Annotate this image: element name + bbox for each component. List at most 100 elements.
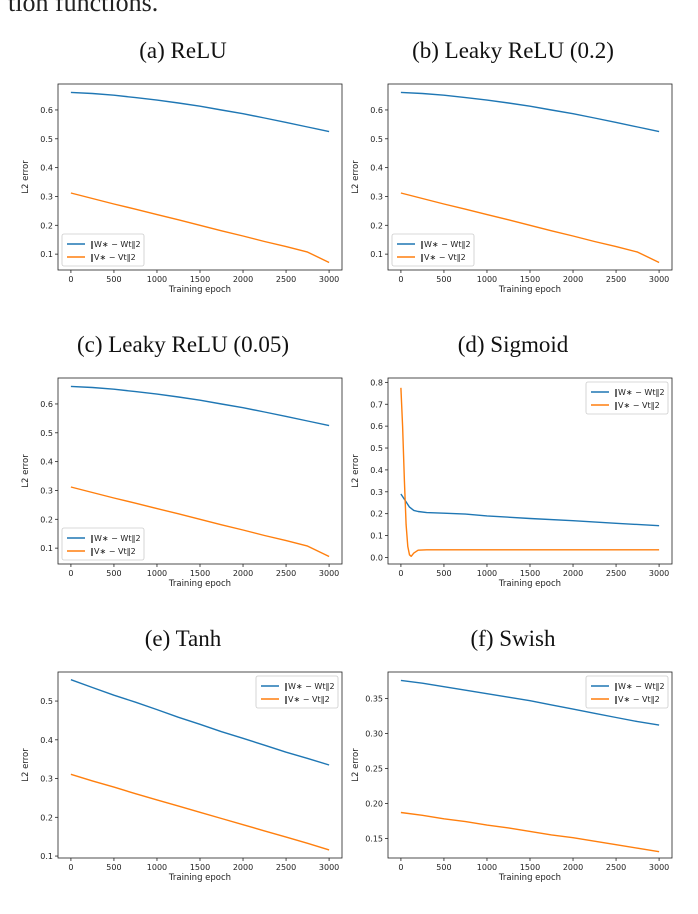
- legend-label-v: ‖V∗ − Vt‖2: [614, 695, 660, 704]
- series-line-v: [70, 773, 330, 851]
- y-tick-label-0-20: 0.20: [365, 799, 383, 808]
- y-tick-label-0-3: 0.3: [40, 775, 53, 784]
- chart-leaky-relu-02: 0 500 1000 1500 2000 2500 3000 0.1 0.2 0.3 0.4 0.5 0…: [351, 83, 673, 295]
- y-tick-label-0-2: 0.2: [40, 813, 53, 822]
- y-tick-label-0-2: 0.2: [40, 515, 53, 524]
- y-tick-label-0-4: 0.4: [370, 164, 383, 173]
- y-tick-label-0-3: 0.3: [40, 192, 53, 201]
- panel-title: (d) Sigmoid: [457, 332, 569, 357]
- x-tick-label-1500: 1500: [520, 275, 540, 284]
- y-tick-label-0-8: 0.8: [370, 378, 383, 387]
- chart-sigmoid: 0 500 1000 1500 2000 2500 3000 0.0 0.1 0.2 0.3 0.4 0…: [351, 377, 673, 589]
- legend-box: [585, 675, 669, 709]
- y-tick-label-0-4: 0.4: [40, 458, 53, 467]
- legend-box: [255, 675, 339, 709]
- x-axis-label: Training epoch: [498, 285, 561, 295]
- y-tick-label-0-6: 0.6: [370, 106, 383, 115]
- x-tick-label-3000: 3000: [649, 569, 669, 578]
- legend-box: [61, 527, 145, 561]
- x-tick-label-1000: 1000: [147, 863, 167, 872]
- legend-label-v: ‖V∗ − Vt‖2: [420, 253, 466, 262]
- series-line-w: [400, 679, 660, 726]
- y-tick-label-0-5: 0.5: [370, 444, 383, 453]
- x-tick-label-1500: 1500: [520, 863, 540, 872]
- y-tick-label-0-5: 0.5: [370, 135, 383, 144]
- x-axis-label: Training epoch: [498, 579, 561, 589]
- x-tick-label-0: 0: [68, 569, 73, 578]
- x-tick-label-2500: 2500: [276, 275, 296, 284]
- x-tick-label-1500: 1500: [520, 569, 540, 578]
- x-tick-label-3000: 3000: [319, 863, 339, 872]
- legend-label-v: ‖V∗ − Vt‖2: [90, 253, 136, 262]
- panel-title: (f) Swish: [470, 626, 556, 651]
- series-line-w: [70, 385, 330, 427]
- y-tick-label-0-2: 0.2: [370, 510, 383, 519]
- y-axis-label: L2 error: [21, 748, 31, 782]
- x-tick-label-2000: 2000: [233, 569, 253, 578]
- x-axis-label: Training epoch: [168, 285, 231, 295]
- x-tick-label-3000: 3000: [649, 863, 669, 872]
- series-line-v: [70, 192, 330, 264]
- y-tick-label-0-6: 0.6: [370, 422, 383, 431]
- panel-title: (c) Leaky ReLU (0.05): [76, 332, 290, 357]
- legend-box: [61, 233, 145, 267]
- y-axis-label: L2 error: [21, 160, 31, 194]
- x-tick-label-500: 500: [106, 275, 121, 284]
- x-tick-label-500: 500: [106, 569, 121, 578]
- y-tick-label-0-4: 0.4: [40, 164, 53, 173]
- x-tick-label-0: 0: [68, 863, 73, 872]
- series-line-w: [70, 91, 330, 133]
- x-tick-label-1000: 1000: [147, 275, 167, 284]
- y-tick-label-0-3: 0.3: [40, 486, 53, 495]
- x-tick-label-1500: 1500: [190, 275, 210, 284]
- x-tick-label-3000: 3000: [649, 275, 669, 284]
- y-tick-label-0-30: 0.30: [365, 730, 383, 739]
- panel-leaky-relu-005: (c) Leaky ReLU (0.05) 0 500 1000 1500 2000 25…: [18, 332, 348, 594]
- panel-relu: (a) ReLU 0 500 1000 1500 2000 2500 3000 0.1 0.2 0…: [18, 38, 348, 300]
- intro-text: tion functions.: [8, 0, 159, 17]
- x-tick-label-3000: 3000: [319, 569, 339, 578]
- y-tick-label-0-4: 0.4: [40, 736, 53, 745]
- x-tick-label-500: 500: [106, 863, 121, 872]
- legend-label-w: ‖W∗ − Wt‖2: [420, 240, 471, 249]
- panel-title: (b) Leaky ReLU (0.2): [412, 38, 614, 63]
- x-tick-label-2000: 2000: [563, 863, 583, 872]
- y-axis-label: L2 error: [351, 748, 361, 782]
- x-tick-label-2500: 2500: [606, 275, 626, 284]
- legend-label-w: ‖W∗ − Wt‖2: [614, 388, 665, 397]
- x-tick-label-2000: 2000: [563, 275, 583, 284]
- panel-sigmoid: (d) Sigmoid 0 500 1000 1500 2000 2500 3000 0.0 0…: [348, 332, 678, 594]
- legend-label-w: ‖W∗ − Wt‖2: [90, 240, 141, 249]
- x-tick-label-2500: 2500: [606, 569, 626, 578]
- x-tick-label-0: 0: [398, 863, 403, 872]
- legend-label-v: ‖V∗ − Vt‖2: [90, 547, 136, 556]
- y-tick-label-0-25: 0.25: [365, 764, 383, 773]
- x-tick-label-0: 0: [68, 275, 73, 284]
- series-line-v: [400, 387, 660, 558]
- y-axis-label: L2 error: [351, 160, 361, 194]
- y-tick-label-0-7: 0.7: [370, 400, 383, 409]
- x-axis-label: Training epoch: [168, 873, 231, 883]
- x-tick-label-0: 0: [398, 275, 403, 284]
- y-tick-label-0-35: 0.35: [365, 695, 383, 704]
- y-tick-label-0-1: 0.1: [370, 532, 383, 541]
- legend-label-w: ‖W∗ − Wt‖2: [614, 682, 665, 691]
- legend-label-v: ‖V∗ − Vt‖2: [614, 401, 660, 410]
- panel-swish: (f) Swish 0 500 1000 1500 2000 2500 3000 0.15 0.…: [348, 626, 678, 890]
- series-line-w: [70, 679, 330, 766]
- x-tick-label-1000: 1000: [477, 569, 497, 578]
- legend-label-v: ‖V∗ − Vt‖2: [284, 695, 330, 704]
- y-tick-label-0-3: 0.3: [370, 192, 383, 201]
- legend-label-w: ‖W∗ − Wt‖2: [284, 682, 335, 691]
- y-tick-label-0-5: 0.5: [40, 429, 53, 438]
- x-tick-label-2000: 2000: [233, 863, 253, 872]
- x-tick-label-1000: 1000: [477, 863, 497, 872]
- y-tick-label-0-2: 0.2: [40, 221, 53, 230]
- chart-tanh: 0 500 1000 1500 2000 2500 3000 0.1 0.2 0.3 0.4 0.5 T…: [21, 671, 343, 883]
- x-tick-label-0: 0: [398, 569, 403, 578]
- y-tick-label-0-1: 0.1: [40, 544, 53, 553]
- legend-box: [391, 233, 475, 267]
- y-tick-label-0-5: 0.5: [40, 135, 53, 144]
- series-line-w: [400, 493, 660, 527]
- x-tick-label-2500: 2500: [276, 569, 296, 578]
